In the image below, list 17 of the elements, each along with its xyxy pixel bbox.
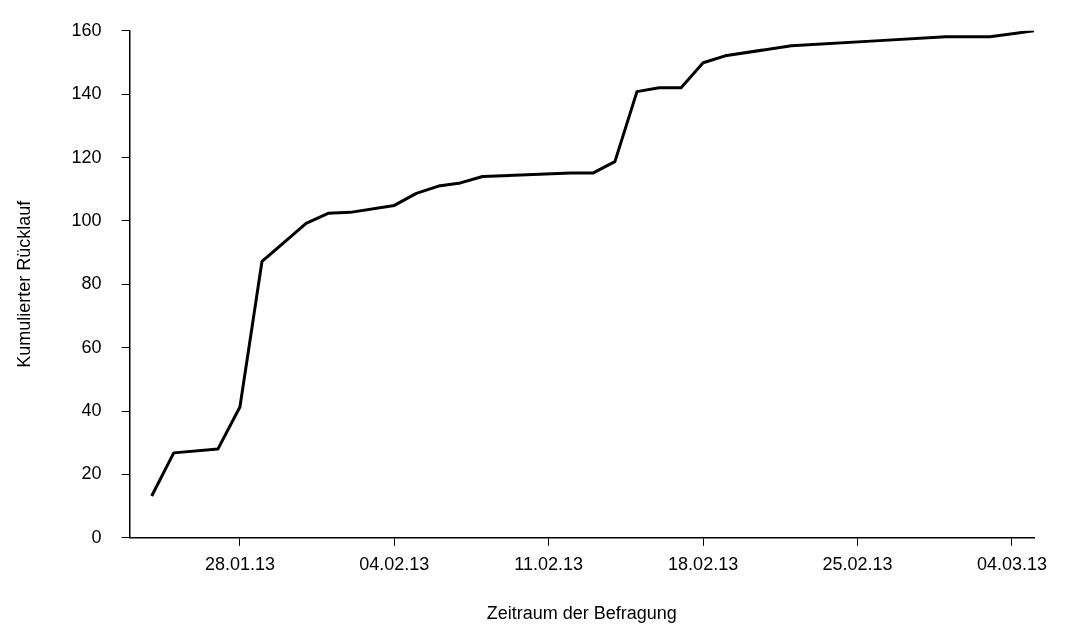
y-tick-label: 60 (81, 336, 102, 357)
y-tick-label: 120 (71, 146, 102, 167)
x-tick-label: 04.03.13 (976, 553, 1047, 574)
x-tick-label: 04.02.13 (359, 553, 430, 574)
y-tick-label: 80 (81, 273, 102, 294)
y-tick-label: 0 (91, 526, 102, 547)
x-tick-label: 18.02.13 (668, 553, 739, 574)
x-axis-title: Zeitraum der Befragung (486, 603, 677, 624)
y-tick-label: 40 (81, 400, 102, 421)
y-tick-label: 20 (81, 463, 102, 484)
x-tick-label: 28.01.13 (204, 553, 275, 574)
x-tick-label: 11.02.13 (514, 553, 584, 574)
x-tick-label: 25.02.13 (822, 553, 893, 574)
y-tick-label: 160 (71, 19, 102, 40)
y-tick-label: 100 (71, 209, 102, 230)
y-axis-title: Kumulierter Rücklauf (13, 199, 34, 368)
y-tick-label: 140 (71, 83, 102, 104)
